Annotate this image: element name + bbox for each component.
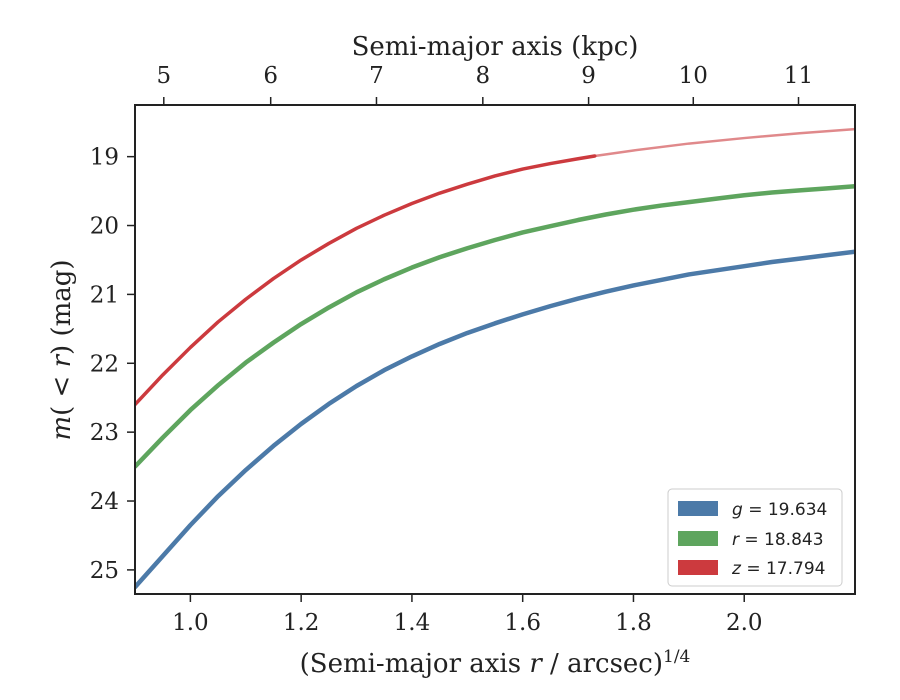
series-layer <box>135 127 855 590</box>
y-tick-label: 20 <box>90 214 119 240</box>
series-line-z-extrapolated <box>593 127 855 158</box>
series-line-r <box>135 184 855 469</box>
ticks-layer: 1.0 1.2 1.4 1.6 1.8 2.0 19 20 21 22 23 24 25 5 6 7 8 9 10 1… <box>90 63 813 636</box>
x-tick-label: 1.8 <box>615 610 652 636</box>
legend-label-g: g = 19.634 <box>732 500 827 520</box>
x-axis-title-variable: r <box>529 649 543 679</box>
x-tick-label: 1.2 <box>283 610 320 636</box>
legend-label-r: r = 18.843 <box>732 530 824 550</box>
top-tick-label: 9 <box>581 63 596 89</box>
y-tick-label: 24 <box>90 489 119 515</box>
y-tick-label: 25 <box>90 558 119 584</box>
y-axis-title-variable: r <box>47 353 77 367</box>
x-tick-label: 1.0 <box>172 610 209 636</box>
y-tick-label: 19 <box>90 145 119 171</box>
legend-item-r: r = 18.843 <box>678 530 824 550</box>
legend-swatch-z <box>678 560 718 575</box>
x-tick-label: 1.4 <box>394 610 431 636</box>
legend: g = 19.634 r = 18.843 z = 17.794 <box>667 488 843 587</box>
top-tick-label: 11 <box>784 63 813 89</box>
legend-label-r-symbol: r <box>732 530 740 550</box>
top-tick-label: 6 <box>263 63 278 89</box>
series-line-g <box>135 249 855 590</box>
legend-label-z-symbol: z <box>731 559 742 579</box>
legend-label-g-symbol: g <box>732 500 743 520</box>
x-tick-label: 2.0 <box>726 610 763 636</box>
y-axis-title: m( < r) (mag) <box>47 259 77 440</box>
top-tick-label: 10 <box>679 63 708 89</box>
series-r <box>135 184 855 469</box>
x-axis-title: (Semi-major axis r / arcsec)1/4 <box>300 647 691 679</box>
plot-frame <box>134 104 856 595</box>
top-tick-label: 7 <box>369 63 384 89</box>
y-tick-label: 21 <box>90 282 119 308</box>
y-axis-title-function: m <box>47 416 77 441</box>
legend-item-g: g = 19.634 <box>678 500 827 520</box>
x-axis-title-exponent: 1/4 <box>663 647 690 667</box>
top-axis-title: Semi-major axis (kpc) <box>352 32 639 62</box>
legend-swatch-g <box>678 501 718 516</box>
y-tick-label: 23 <box>90 420 119 446</box>
legend-label-z: z = 17.794 <box>731 559 825 579</box>
legend-item-z: z = 17.794 <box>678 559 825 579</box>
series-z <box>135 127 855 407</box>
y-tick-label: 22 <box>90 351 119 377</box>
x-tick-label: 1.6 <box>504 610 541 636</box>
top-tick-label: 8 <box>475 63 490 89</box>
series-g <box>135 249 855 590</box>
top-tick-label: 5 <box>156 63 171 89</box>
legend-swatch-r <box>678 531 718 546</box>
series-line-z <box>135 154 597 407</box>
